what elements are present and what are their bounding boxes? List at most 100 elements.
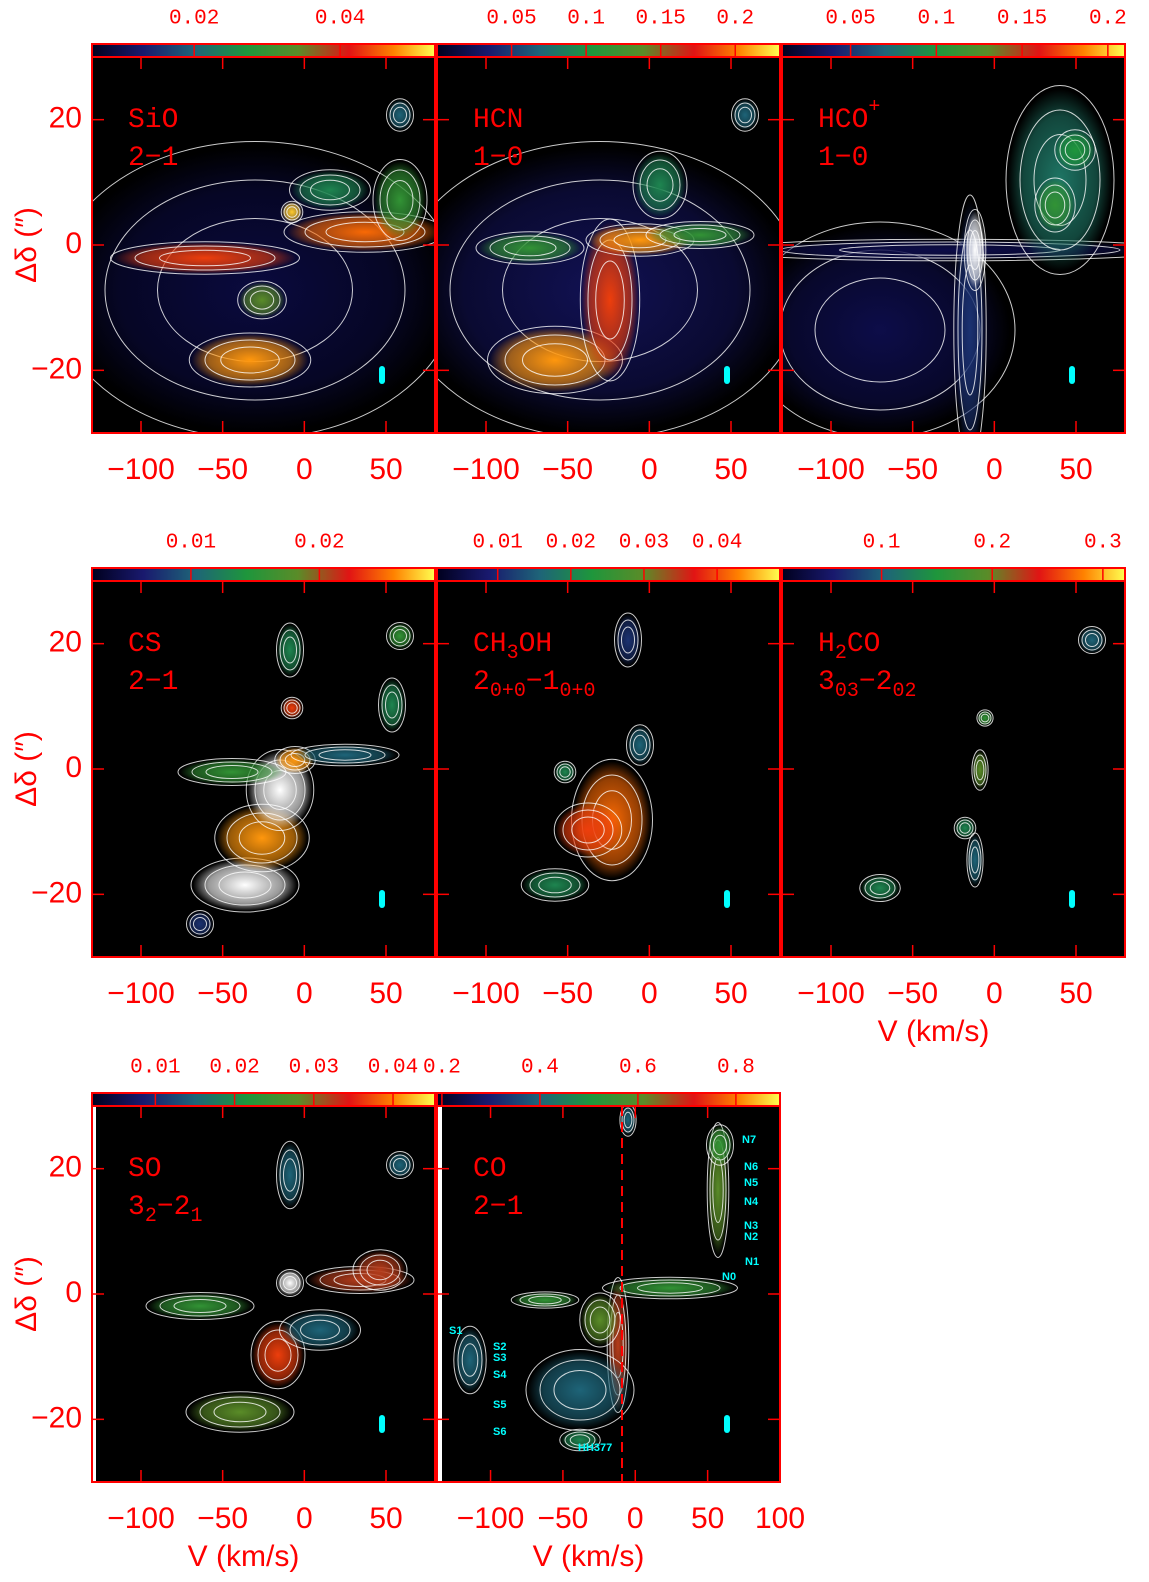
colorbar-tick-label: 0.04 [692,532,742,555]
contour [393,106,407,124]
contour [243,285,281,315]
label-text: CO [473,1154,507,1185]
contour [276,1140,304,1210]
contour [191,761,273,783]
contour [584,1299,616,1341]
emission-blob [374,161,426,239]
x-tick-label: 50 [369,453,402,486]
contour [385,691,399,719]
contour [1044,191,1066,219]
label-text: SiO [128,105,178,136]
emission [92,98,435,433]
contour [1019,109,1101,251]
contour [971,749,989,791]
contour [318,749,372,761]
contour [626,724,654,766]
contour [276,622,304,678]
beam [724,1415,730,1433]
contour [199,1396,281,1428]
panel: −100 −50 0 50 −20 0 20 Δδ (″) V (km/s) 0.01 0.02 0.… [10,1057,436,1573]
contour [1081,629,1103,651]
contour [734,102,756,128]
contour [614,612,642,668]
contour [289,1314,351,1346]
emission-blob [627,725,653,765]
colorbar-tick-label: 0.1 [917,8,955,31]
x-tick-label: 0 [296,977,313,1010]
colorbar [436,1092,781,1107]
colorbar-tick-label: 0.02 [546,532,596,555]
contour [110,241,300,275]
panel-label: 2−1 [128,143,178,174]
annotation: S1 [449,1325,462,1337]
colorbar-tick-label: 0.01 [166,532,216,555]
beam [1069,366,1075,384]
y-tick-label: −20 [31,1401,82,1434]
colorbar-tick-label: 0.03 [619,532,669,555]
contour [562,809,614,851]
x-tick-label: −50 [197,977,248,1010]
contour [386,622,414,650]
contour [279,1309,361,1351]
emission-blob [277,1142,303,1208]
contour [286,702,298,714]
colorbar-tick-label: 0.1 [863,532,901,555]
contour [276,1269,304,1297]
label-text: CO [847,629,881,660]
x-tick-label: 0 [296,1502,313,1535]
contour [1034,177,1076,233]
contour [564,1431,596,1449]
emission-blob [454,1327,486,1393]
contour [449,179,751,401]
contour [279,1272,301,1294]
contour [379,169,421,231]
contour [966,832,984,888]
emission [782,85,1125,433]
contour [968,839,982,881]
beam [724,890,730,908]
contour [283,699,301,717]
colorbar-tick-label: 0.02 [294,532,344,555]
contour [953,194,987,433]
contour [959,822,971,834]
contour [299,174,361,206]
contour [973,754,987,786]
x-tick-label: −50 [537,1502,588,1535]
contour [659,224,741,246]
contour [617,619,639,661]
annotation: N5 [744,1177,758,1189]
contour [969,230,981,270]
contour [250,1320,306,1390]
panel-label: HCN [473,105,523,136]
label-sub: 3 [507,642,519,665]
contour [283,1276,297,1290]
emission-blob [964,211,986,289]
contour [520,868,590,902]
panel-label: 2−1 [473,1192,523,1223]
contour [632,150,688,220]
contour [559,766,571,778]
colorbar [91,567,436,582]
contour [393,629,407,643]
label-text: 2−1 [128,143,178,174]
contour [503,239,557,257]
contour [529,872,581,898]
contour [782,241,1121,259]
panel-label: SO [128,1154,162,1185]
colorbar-tick-label: 0.03 [289,1057,339,1080]
label-sup: + [868,96,880,119]
contour [673,228,727,242]
emission-blob [1035,179,1075,231]
contour [280,200,304,224]
colorbar-tick-label: 0.15 [635,8,685,31]
emission-blob [648,222,752,248]
emission-blob [379,679,405,731]
contour [602,1276,738,1300]
x-tick-label: 100 [755,1502,805,1535]
emission [437,98,780,433]
label-sub: 0+0 [559,680,595,703]
emission-blob [148,1293,252,1319]
contour [461,1343,479,1377]
